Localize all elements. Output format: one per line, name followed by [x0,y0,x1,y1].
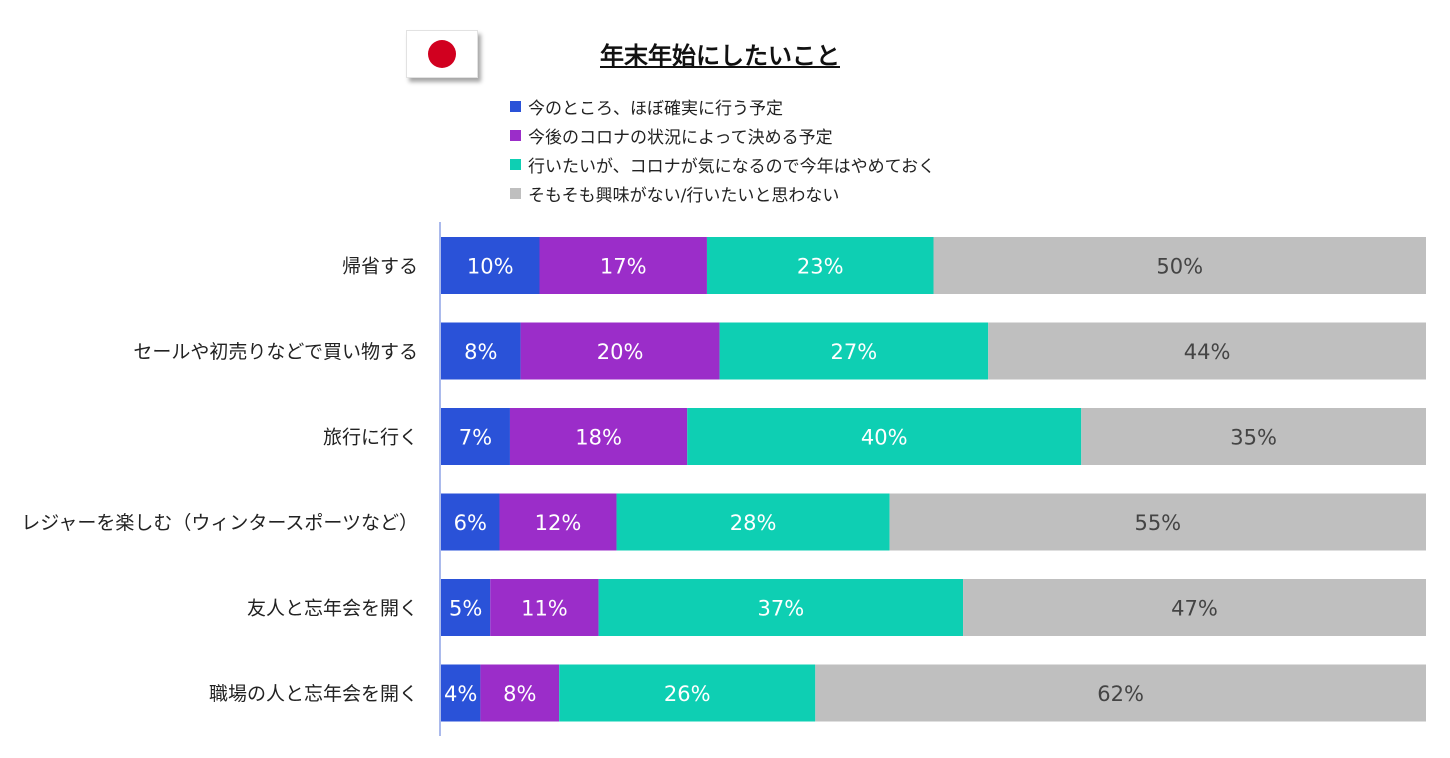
bar-segment-r2-s3 [1081,408,1426,465]
data-label-r2-s1: 18% [575,426,622,450]
data-label-r1-s3: 44% [1184,340,1231,364]
bar-segment-r0-s0 [441,237,540,294]
legend-label-depends: 今後のコロナの状況によって決める予定 [528,128,833,148]
data-label-r0-s3: 50% [1156,255,1203,279]
data-label-r4-s1: 11% [521,597,568,621]
bar-segment-r3-s0 [441,493,500,551]
data-label-r4-s3: 47% [1171,597,1218,621]
legend-item-depends: 今後のコロナの状況によって決める予定 [510,121,935,150]
bar-segment-r4-s0 [441,579,491,636]
bar-segment-r1-s3 [988,322,1426,380]
bar-segment-r0-s2 [706,237,934,294]
data-label-r1-s0: 8% [464,340,497,364]
bar-segment-r1-s0 [441,322,521,380]
data-label-r1-s1: 20% [597,340,644,364]
bar-segment-r5-s3 [815,664,1426,722]
bar-segment-r4-s2 [598,579,964,636]
legend-swatch-refrain [510,159,521,170]
data-label-r3-s1: 12% [535,511,582,535]
chart-title: 年末年始にしたいこと [600,42,840,70]
data-label-r4-s2: 37% [757,597,804,621]
data-label-r2-s3: 35% [1230,426,1277,450]
bar-segment-r1-s2 [719,322,989,380]
data-label-r5-s3: 62% [1097,682,1144,706]
legend-swatch-not-interested [510,188,521,199]
data-label-r3-s3: 55% [1134,511,1181,535]
data-label-r2-s2: 40% [861,426,908,450]
bar-segment-r5-s2 [559,664,816,722]
legend-item-certain: 今のところ、ほぼ確実に行う予定 [510,92,935,121]
category-label-3: レジャーを楽しむ（ウィンタースポーツなど） [21,512,418,534]
category-label-0: 帰省する [342,256,418,278]
chart-legend: 今のところ、ほぼ確実に行う予定 今後のコロナの状況によって決める予定 行いたいが… [510,92,935,208]
data-label-r5-s1: 8% [503,682,536,706]
data-label-r2-s0: 7% [459,426,492,450]
legend-swatch-certain [510,101,521,112]
bar-segment-r1-s1 [520,322,720,380]
bar-segment-r0-s3 [933,237,1426,294]
legend-item-not-interested: そもそも興味がない/行いたいと思わない [510,179,935,208]
legend-label-certain: 今のところ、ほぼ確実に行う予定 [528,99,783,119]
data-label-r0-s0: 10% [467,255,514,279]
legend-item-refrain: 行いたいが、コロナが気になるので今年はやめておく [510,150,935,179]
category-label-4: 友人と忘年会を開く [247,598,418,620]
data-label-r5-s2: 26% [664,682,711,706]
legend-label-not-interested: そもそも興味がない/行いたいと思わない [528,186,840,206]
bar-segment-r0-s1 [539,237,707,294]
bar-segment-r4-s1 [490,579,599,636]
bar-segment-r5-s1 [480,664,560,722]
data-label-r3-s2: 28% [730,511,777,535]
japan-flag-icon [406,30,478,78]
bar-segment-r3-s2 [616,493,890,551]
bar-segment-r2-s1 [509,408,688,465]
bar-segment-r4-s3 [963,579,1426,636]
flag-red-disc [428,40,456,68]
data-label-r1-s2: 27% [831,340,878,364]
bar-segment-r3-s1 [499,493,617,551]
category-label-5: 職場の人と忘年会を開く [209,683,418,705]
data-label-r0-s1: 17% [600,255,647,279]
data-label-r4-s0: 5% [449,597,482,621]
data-label-r3-s0: 6% [454,511,487,535]
legend-label-refrain: 行いたいが、コロナが気になるので今年はやめておく [528,157,936,177]
bar-segment-r3-s3 [889,493,1426,551]
category-label-2: 旅行に行く [323,427,418,449]
legend-swatch-depends [510,130,521,141]
bar-segment-r2-s2 [687,408,1082,465]
data-label-r0-s2: 23% [797,255,844,279]
bar-segment-r5-s0 [441,664,481,722]
bar-segment-r2-s0 [441,408,510,465]
data-label-r5-s0: 4% [444,682,477,706]
category-label-1: セールや初売りなどで買い物する [133,341,418,363]
